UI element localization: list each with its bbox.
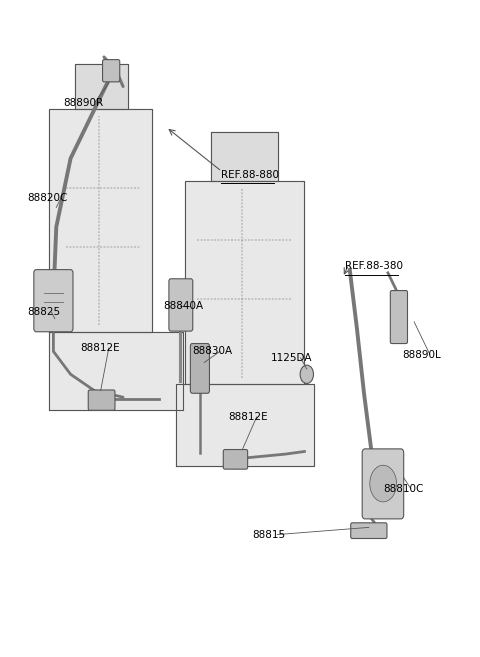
Text: 88820C: 88820C [28,193,68,202]
FancyBboxPatch shape [362,449,404,519]
Text: 88840A: 88840A [164,301,204,311]
FancyBboxPatch shape [191,344,209,394]
FancyBboxPatch shape [223,449,248,469]
FancyBboxPatch shape [103,60,120,82]
Text: 1125DA: 1125DA [271,353,312,363]
Text: 88830A: 88830A [192,346,232,356]
Polygon shape [185,181,304,384]
Text: 88810C: 88810C [383,484,423,494]
Polygon shape [49,332,183,410]
Text: 88812E: 88812E [228,412,268,422]
Text: REF.88-380: REF.88-380 [345,261,403,271]
Circle shape [300,365,313,384]
Text: 88815: 88815 [252,530,285,539]
Circle shape [370,465,396,502]
FancyBboxPatch shape [88,390,115,410]
FancyBboxPatch shape [34,269,73,332]
FancyBboxPatch shape [390,290,408,344]
Polygon shape [176,384,314,466]
Text: 88825: 88825 [28,307,61,317]
Text: 88812E: 88812E [80,343,120,353]
Text: REF.88-880: REF.88-880 [221,170,279,180]
FancyBboxPatch shape [351,523,387,539]
FancyBboxPatch shape [169,279,193,331]
Polygon shape [49,109,152,332]
Polygon shape [75,64,128,109]
Text: 88890L: 88890L [402,350,441,359]
Text: 88890R: 88890R [63,98,104,108]
Polygon shape [211,132,278,181]
